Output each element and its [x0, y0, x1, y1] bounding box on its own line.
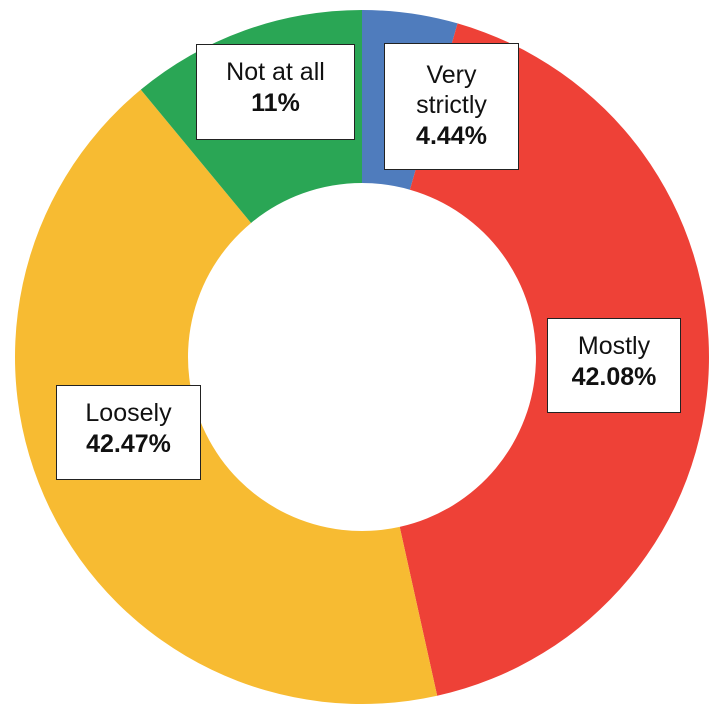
slice-label-loosely: Loosely	[85, 399, 172, 427]
slice-loosely	[14, 89, 438, 704]
slice-label-very-strictly-line2: strictly	[416, 91, 487, 119]
label-box-loosely: Loosely 42.47%	[56, 385, 201, 480]
slice-label-mostly: Mostly	[577, 332, 651, 360]
slice-value-loosely: 42.47%	[86, 430, 171, 458]
slice-label-very-strictly: Very	[426, 61, 477, 89]
label-box-mostly: Mostly 42.08%	[547, 318, 681, 413]
label-box-very-strictly: Very strictly 4.44%	[384, 43, 519, 170]
label-box-not-at-all: Not at all 11%	[196, 44, 355, 140]
slice-value-mostly: 42.08%	[571, 363, 657, 391]
slice-label-not-at-all: Not at all	[226, 58, 325, 86]
slice-value-not-at-all: 11%	[251, 89, 300, 117]
slice-value-very-strictly: 4.44%	[416, 122, 487, 150]
